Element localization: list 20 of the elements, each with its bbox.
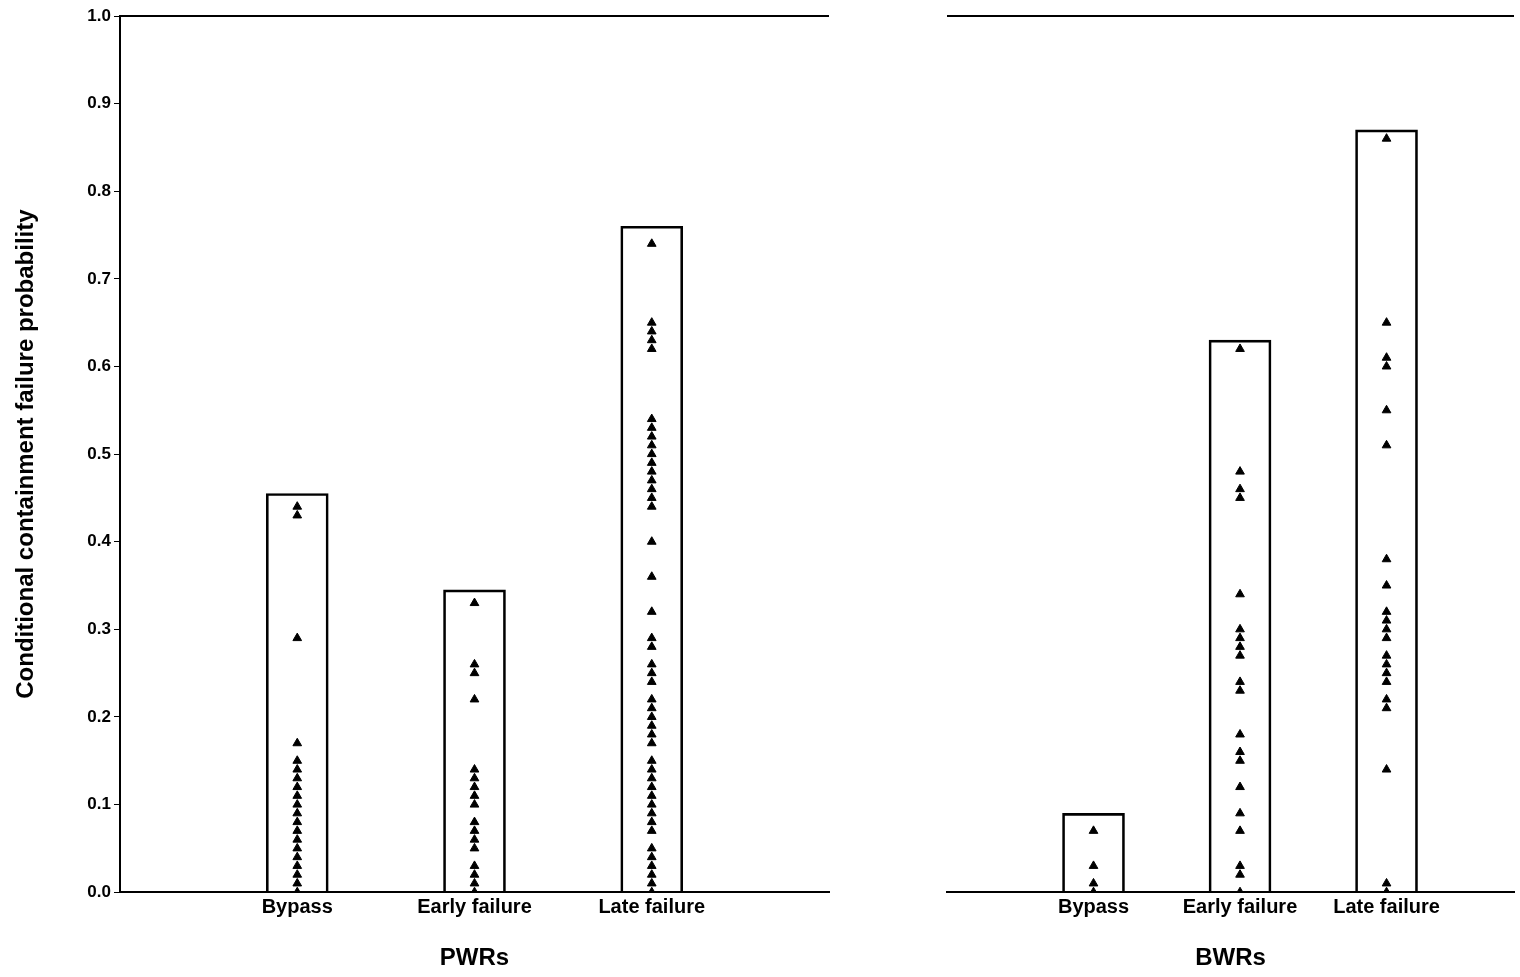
y-tick-label: 0.4 xyxy=(87,531,112,551)
y-tick-label: 0.8 xyxy=(87,180,111,200)
y-tick-label: 0.0 xyxy=(87,881,111,901)
x-axis-title: PWRs xyxy=(439,943,510,971)
x-tick-label: Late failure xyxy=(598,894,706,917)
y-tick-label: 0.3 xyxy=(87,619,111,639)
y-tick-label: 0.7 xyxy=(87,268,111,288)
x-axis-title: BWRs xyxy=(1195,943,1266,971)
x-tick-label: Early failure xyxy=(1182,894,1298,917)
x-tick-label: Bypass xyxy=(1057,894,1130,917)
y-tick-label: 0.2 xyxy=(87,706,111,726)
x-tick-label: Bypass xyxy=(261,894,333,917)
x-tick-label: Early failure xyxy=(417,894,532,917)
x-tick-label: Late failure xyxy=(1333,894,1440,917)
y-tick-label: 0.1 xyxy=(87,794,111,814)
y-tick-label: 0.9 xyxy=(87,93,111,113)
y-axis-title: Conditional containment failure probability xyxy=(11,208,39,699)
y-tick-label: 1.0 xyxy=(87,5,111,25)
y-tick-label: 0.6 xyxy=(87,356,111,376)
y-tick-label: 0.5 xyxy=(87,443,111,463)
